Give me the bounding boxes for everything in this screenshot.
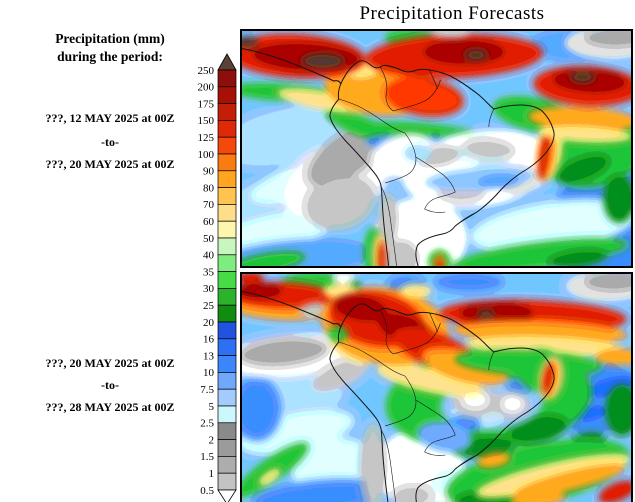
colorbar-tick-label: 20 — [203, 317, 215, 329]
colorbar-segment — [217, 170, 237, 188]
colorbar-segment — [217, 220, 237, 239]
period2-end-date: ???, 28 MAY 2025 at 00Z — [45, 400, 175, 414]
colorbar-segment — [217, 204, 237, 222]
colorbar-tick-label: 35 — [203, 266, 215, 278]
colorbar-tick-label: 100 — [198, 149, 215, 161]
legend-heading: Precipitation (mm) during the period: — [10, 30, 210, 66]
colorbar-segment — [217, 372, 237, 390]
colorbar-tick-label: 1.5 — [200, 451, 214, 463]
colorbar-tick-label: 250 — [198, 65, 215, 77]
country-borders — [338, 309, 495, 502]
colorbar-tick-label: 16 — [203, 334, 215, 346]
colorbar-tick-label: 1 — [209, 468, 215, 480]
coastline — [329, 303, 555, 502]
colorbar: 250 200 175 150 125 100 90 80 70 60 50 40 35 30 25 20 16… — [192, 46, 238, 502]
colorbar-tick-label: 40 — [203, 250, 215, 262]
colorbar-tick-label: 2 — [209, 434, 215, 446]
colorbar-tick-label: 30 — [203, 283, 215, 295]
legend-heading-line1: Precipitation (mm) — [55, 31, 165, 46]
colorbar-tick-label: 50 — [203, 233, 215, 245]
coastline — [329, 60, 555, 266]
period2-to-label: -to- — [101, 378, 119, 392]
colorbar-segment — [217, 271, 237, 289]
colorbar-segment — [217, 422, 237, 440]
legend-heading-line2: during the period: — [57, 49, 163, 65]
colorbar-segment — [217, 237, 237, 256]
colorbar-segment — [217, 254, 237, 272]
map-panel-period1 — [240, 29, 633, 268]
period1-end-date: ???, 20 MAY 2025 at 00Z — [45, 157, 175, 171]
colorbar-segment — [217, 304, 237, 323]
colorbar-tick-label: 175 — [198, 98, 215, 110]
period2-start-date: ???, 20 MAY 2025 at 00Z — [45, 356, 175, 370]
colorbar-segment — [217, 321, 237, 340]
period1-start-date: ???, 12 MAY 2025 at 00Z — [45, 111, 175, 125]
coastline — [242, 291, 342, 328]
colorbar-tick-label: 125 — [198, 132, 215, 144]
colorbar-segment — [217, 120, 237, 138]
colorbar-tick-label: 5 — [209, 401, 215, 413]
map-panel-period2 — [240, 272, 633, 502]
colorbar-segment — [217, 136, 237, 155]
page-title: Precipitation Forecasts — [359, 3, 545, 24]
colorbar-segment — [217, 439, 237, 457]
country-borders — [338, 66, 495, 266]
colorbar-tick-label: 150 — [198, 115, 215, 127]
colorbar-above-max-arrow — [217, 53, 237, 71]
colorbar-tick-label: 25 — [203, 300, 215, 312]
colorbar-segment — [217, 103, 237, 121]
colorbar-tick-label: 60 — [203, 216, 215, 228]
colorbar-segment — [217, 86, 237, 104]
colorbar-segment — [217, 187, 237, 205]
colorbar-below-min-arrow — [217, 489, 237, 502]
colorbar-segment — [217, 338, 237, 356]
colorbar-segment — [217, 388, 237, 407]
colorbar-tick-label: 2.5 — [200, 418, 214, 430]
period1-to-label: -to- — [101, 135, 119, 149]
colorbar-tick-label: 70 — [203, 199, 215, 211]
colorbar-tick-label: 200 — [198, 82, 215, 94]
colorbar-tick-label: 90 — [203, 166, 215, 178]
colorbar-segment — [217, 405, 237, 424]
colorbar-tick-label: 80 — [203, 182, 215, 194]
colorbar-segment — [217, 472, 237, 491]
colorbar-segment — [217, 355, 237, 373]
colorbar-tick-label: 7.5 — [200, 384, 214, 396]
colorbar-tick-label: 0.5 — [200, 485, 214, 497]
colorbar-tick-label: 13 — [203, 350, 215, 362]
colorbar-segment — [217, 456, 237, 474]
colorbar-segment — [217, 153, 237, 172]
colorbar-tick-label: 10 — [203, 367, 215, 379]
colorbar-segment — [217, 69, 237, 88]
colorbar-segment — [217, 288, 237, 306]
coastline — [242, 48, 342, 85]
